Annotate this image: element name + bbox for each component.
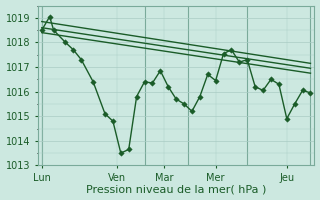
X-axis label: Pression niveau de la mer( hPa ): Pression niveau de la mer( hPa ) bbox=[86, 184, 266, 194]
